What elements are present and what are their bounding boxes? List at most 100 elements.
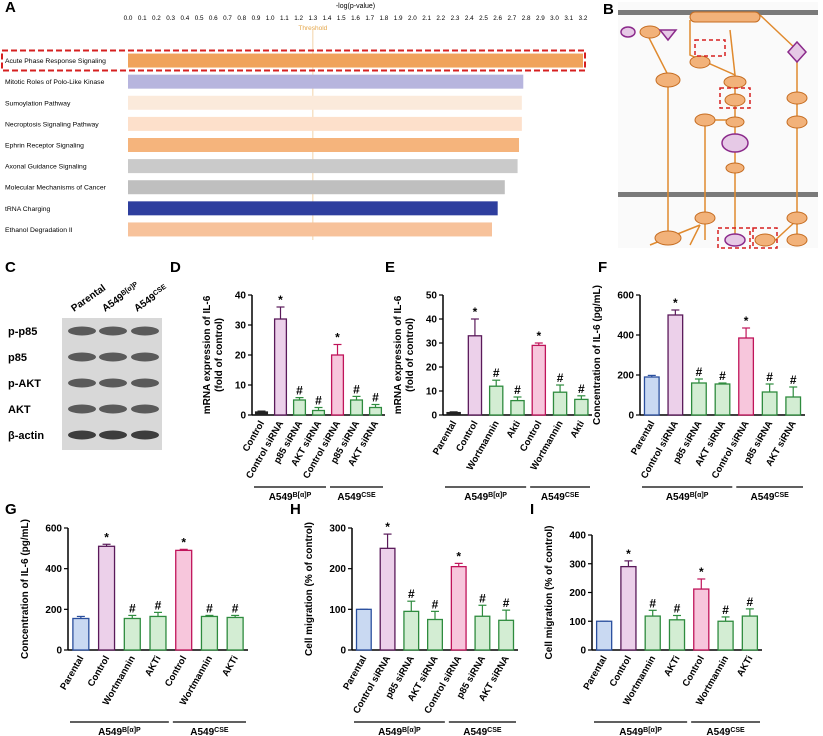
x-tick-label: AKTi <box>143 654 164 679</box>
x-tick-label: 0.1 <box>138 15 147 22</box>
category-label: Molecular Mechanisms of Cancer <box>5 185 107 192</box>
x-tick-label: 2.4 <box>465 15 474 22</box>
group-label: A549CSE <box>706 727 745 736</box>
bar <box>311 409 326 416</box>
x-tick-label: Parental <box>431 419 459 457</box>
group-label-sup: B[α]P <box>643 727 662 734</box>
bar <box>97 545 116 651</box>
bar <box>128 222 492 237</box>
category-label: tRNA Charging <box>5 206 51 213</box>
group-label-base: A549 <box>706 727 730 736</box>
y-axis-label: Concentration of IL-6 (pg/mL) <box>20 519 31 659</box>
group-label: A549CSE <box>337 492 376 504</box>
blot-band <box>68 378 96 388</box>
blot-band <box>68 352 96 362</box>
bar <box>498 619 515 651</box>
x-tick-label: 0.4 <box>180 15 189 22</box>
y-axis-label: Cell migration (% of control) <box>304 522 315 656</box>
bar <box>785 396 802 416</box>
significance-mark: # <box>722 603 729 617</box>
bar <box>426 618 444 651</box>
x-tick-label: 1.1 <box>280 15 289 22</box>
y-tick-label: 200 <box>45 605 62 616</box>
group-label: A549B[α]P <box>269 492 312 504</box>
group-label-sup: CSE <box>152 283 168 297</box>
y-tick-label: 200 <box>329 564 346 575</box>
group-label-base: A549 <box>269 492 293 503</box>
bar <box>123 617 141 651</box>
y-tick-label: 20 <box>235 351 247 362</box>
pathway-highlights <box>694 39 778 249</box>
y-axis-label: mRNA expression of IL-6 <box>202 295 213 414</box>
x-tick-label: Control <box>163 654 189 689</box>
panel-label: E <box>385 259 395 276</box>
y-tick-label: 200 <box>617 371 634 382</box>
bar <box>574 398 589 416</box>
y-tick-label: 600 <box>45 524 62 535</box>
category-label: Axonal Guidance Signaling <box>5 164 87 171</box>
pathway-purple-nodes <box>620 26 808 247</box>
y-tick-label: 400 <box>45 564 62 575</box>
y-tick-label: 200 <box>569 588 586 599</box>
y-tick-label: 0 <box>240 411 246 422</box>
y-axis-label: mRNA expression of IL-6 <box>393 295 404 414</box>
blot-band <box>99 430 127 440</box>
group-label-base: A549 <box>464 492 488 503</box>
y-tick-label: 10 <box>426 387 438 398</box>
group-label-base: A549 <box>190 727 214 736</box>
blot-band <box>99 404 127 414</box>
group-label-sup: B[α]P <box>488 492 507 499</box>
bar <box>668 619 686 651</box>
group-label: A549B[α]P <box>464 492 507 504</box>
group-label-base: A549 <box>750 492 774 503</box>
bar <box>643 376 660 416</box>
bar <box>355 608 372 651</box>
x-tick-label: 2.5 <box>479 15 488 22</box>
panel-label: F <box>598 259 607 276</box>
x-tick-label: AKTi <box>662 654 683 679</box>
bar <box>292 399 307 416</box>
bar <box>741 615 759 651</box>
x-tick-label: 1.0 <box>266 15 275 22</box>
y-tick-label: 100 <box>569 617 586 628</box>
bar <box>552 391 568 416</box>
x-tick-label: 0.0 <box>124 15 133 22</box>
blot-band <box>68 430 96 440</box>
x-tick-label: 2.7 <box>508 15 517 22</box>
y-tick-label: 600 <box>617 291 634 302</box>
group-label-sup: CSE <box>730 727 745 734</box>
x-tick-label: 2.1 <box>422 15 431 22</box>
bar <box>349 399 364 416</box>
group-label: A549CSE <box>463 727 502 736</box>
panel-label: A <box>5 0 16 16</box>
x-tick-label: 3.2 <box>579 15 588 22</box>
group-label-base: A549 <box>619 727 643 736</box>
y-tick-label: 400 <box>617 331 634 342</box>
significance-mark: # <box>372 391 379 405</box>
y-axis-label: (fold of control) <box>405 318 416 392</box>
group-label: A549CSE <box>190 727 229 736</box>
x-tick-label: 0.9 <box>252 15 261 22</box>
bar <box>226 616 244 651</box>
blot-band <box>131 326 159 336</box>
category-label: Ethanol Degradation II <box>5 227 73 234</box>
significance-mark: # <box>493 366 500 380</box>
y-tick-label: 300 <box>569 559 586 570</box>
bar <box>690 382 707 416</box>
group-label: A549CSE <box>541 492 580 504</box>
x-tick-label: 1.3 <box>308 15 317 22</box>
significance-mark: * <box>536 329 541 343</box>
pathway-nodes <box>639 11 808 247</box>
significance-mark: # <box>790 373 797 387</box>
bar <box>738 337 755 416</box>
group-label-sup: B[α]P <box>293 492 312 499</box>
group-label-base: A549 <box>98 727 122 736</box>
x-tick-label: 0.8 <box>237 15 246 22</box>
y-tick-label: 40 <box>235 291 247 302</box>
significance-mark: * <box>626 547 631 561</box>
y-axis-label: Cell migration (% of control) <box>544 526 555 660</box>
significance-mark: * <box>385 520 390 534</box>
blot-band <box>131 378 159 388</box>
significance-mark: # <box>747 595 754 609</box>
blot-band <box>68 326 96 336</box>
